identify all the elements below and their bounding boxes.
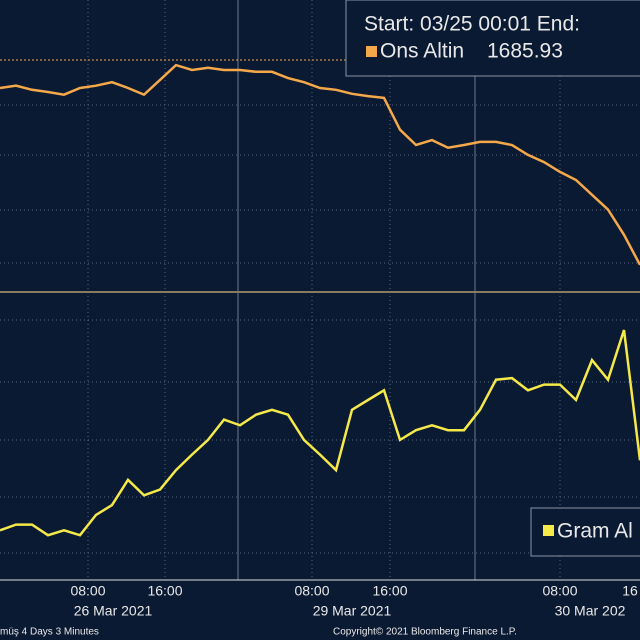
x-tick-label: 08:00 bbox=[70, 583, 105, 599]
x-tick-label: 08:00 bbox=[542, 583, 577, 599]
legend-label: Ons Altin bbox=[380, 40, 464, 63]
x-tick-label: 16:00 bbox=[372, 583, 407, 599]
date-label: 30 Mar 202 bbox=[555, 603, 626, 619]
legend-box bbox=[345, 0, 640, 77]
footer-left: müş 4 Days 3 Minutes bbox=[0, 627, 99, 638]
date-label: 29 Mar 2021 bbox=[313, 603, 392, 619]
x-tick-label: 08:00 bbox=[294, 583, 329, 599]
x-tick-label: 16:00 bbox=[147, 583, 182, 599]
legend-value: 1685.93 bbox=[487, 40, 563, 63]
footer-right: Copyright© 2021 Bloomberg Finance L.P. bbox=[333, 627, 517, 638]
legend-label: Gram Al bbox=[557, 520, 633, 543]
x-tick-label: 16 bbox=[622, 583, 638, 599]
date-label: 26 Mar 2021 bbox=[74, 603, 153, 619]
series-line bbox=[0, 63, 640, 266]
series-line bbox=[0, 329, 640, 537]
grid bbox=[0, 0, 640, 580]
header: Start: 03/25 00:01 End: bbox=[364, 13, 580, 36]
legend-swatch bbox=[366, 46, 377, 57]
legend-swatch bbox=[543, 525, 554, 536]
